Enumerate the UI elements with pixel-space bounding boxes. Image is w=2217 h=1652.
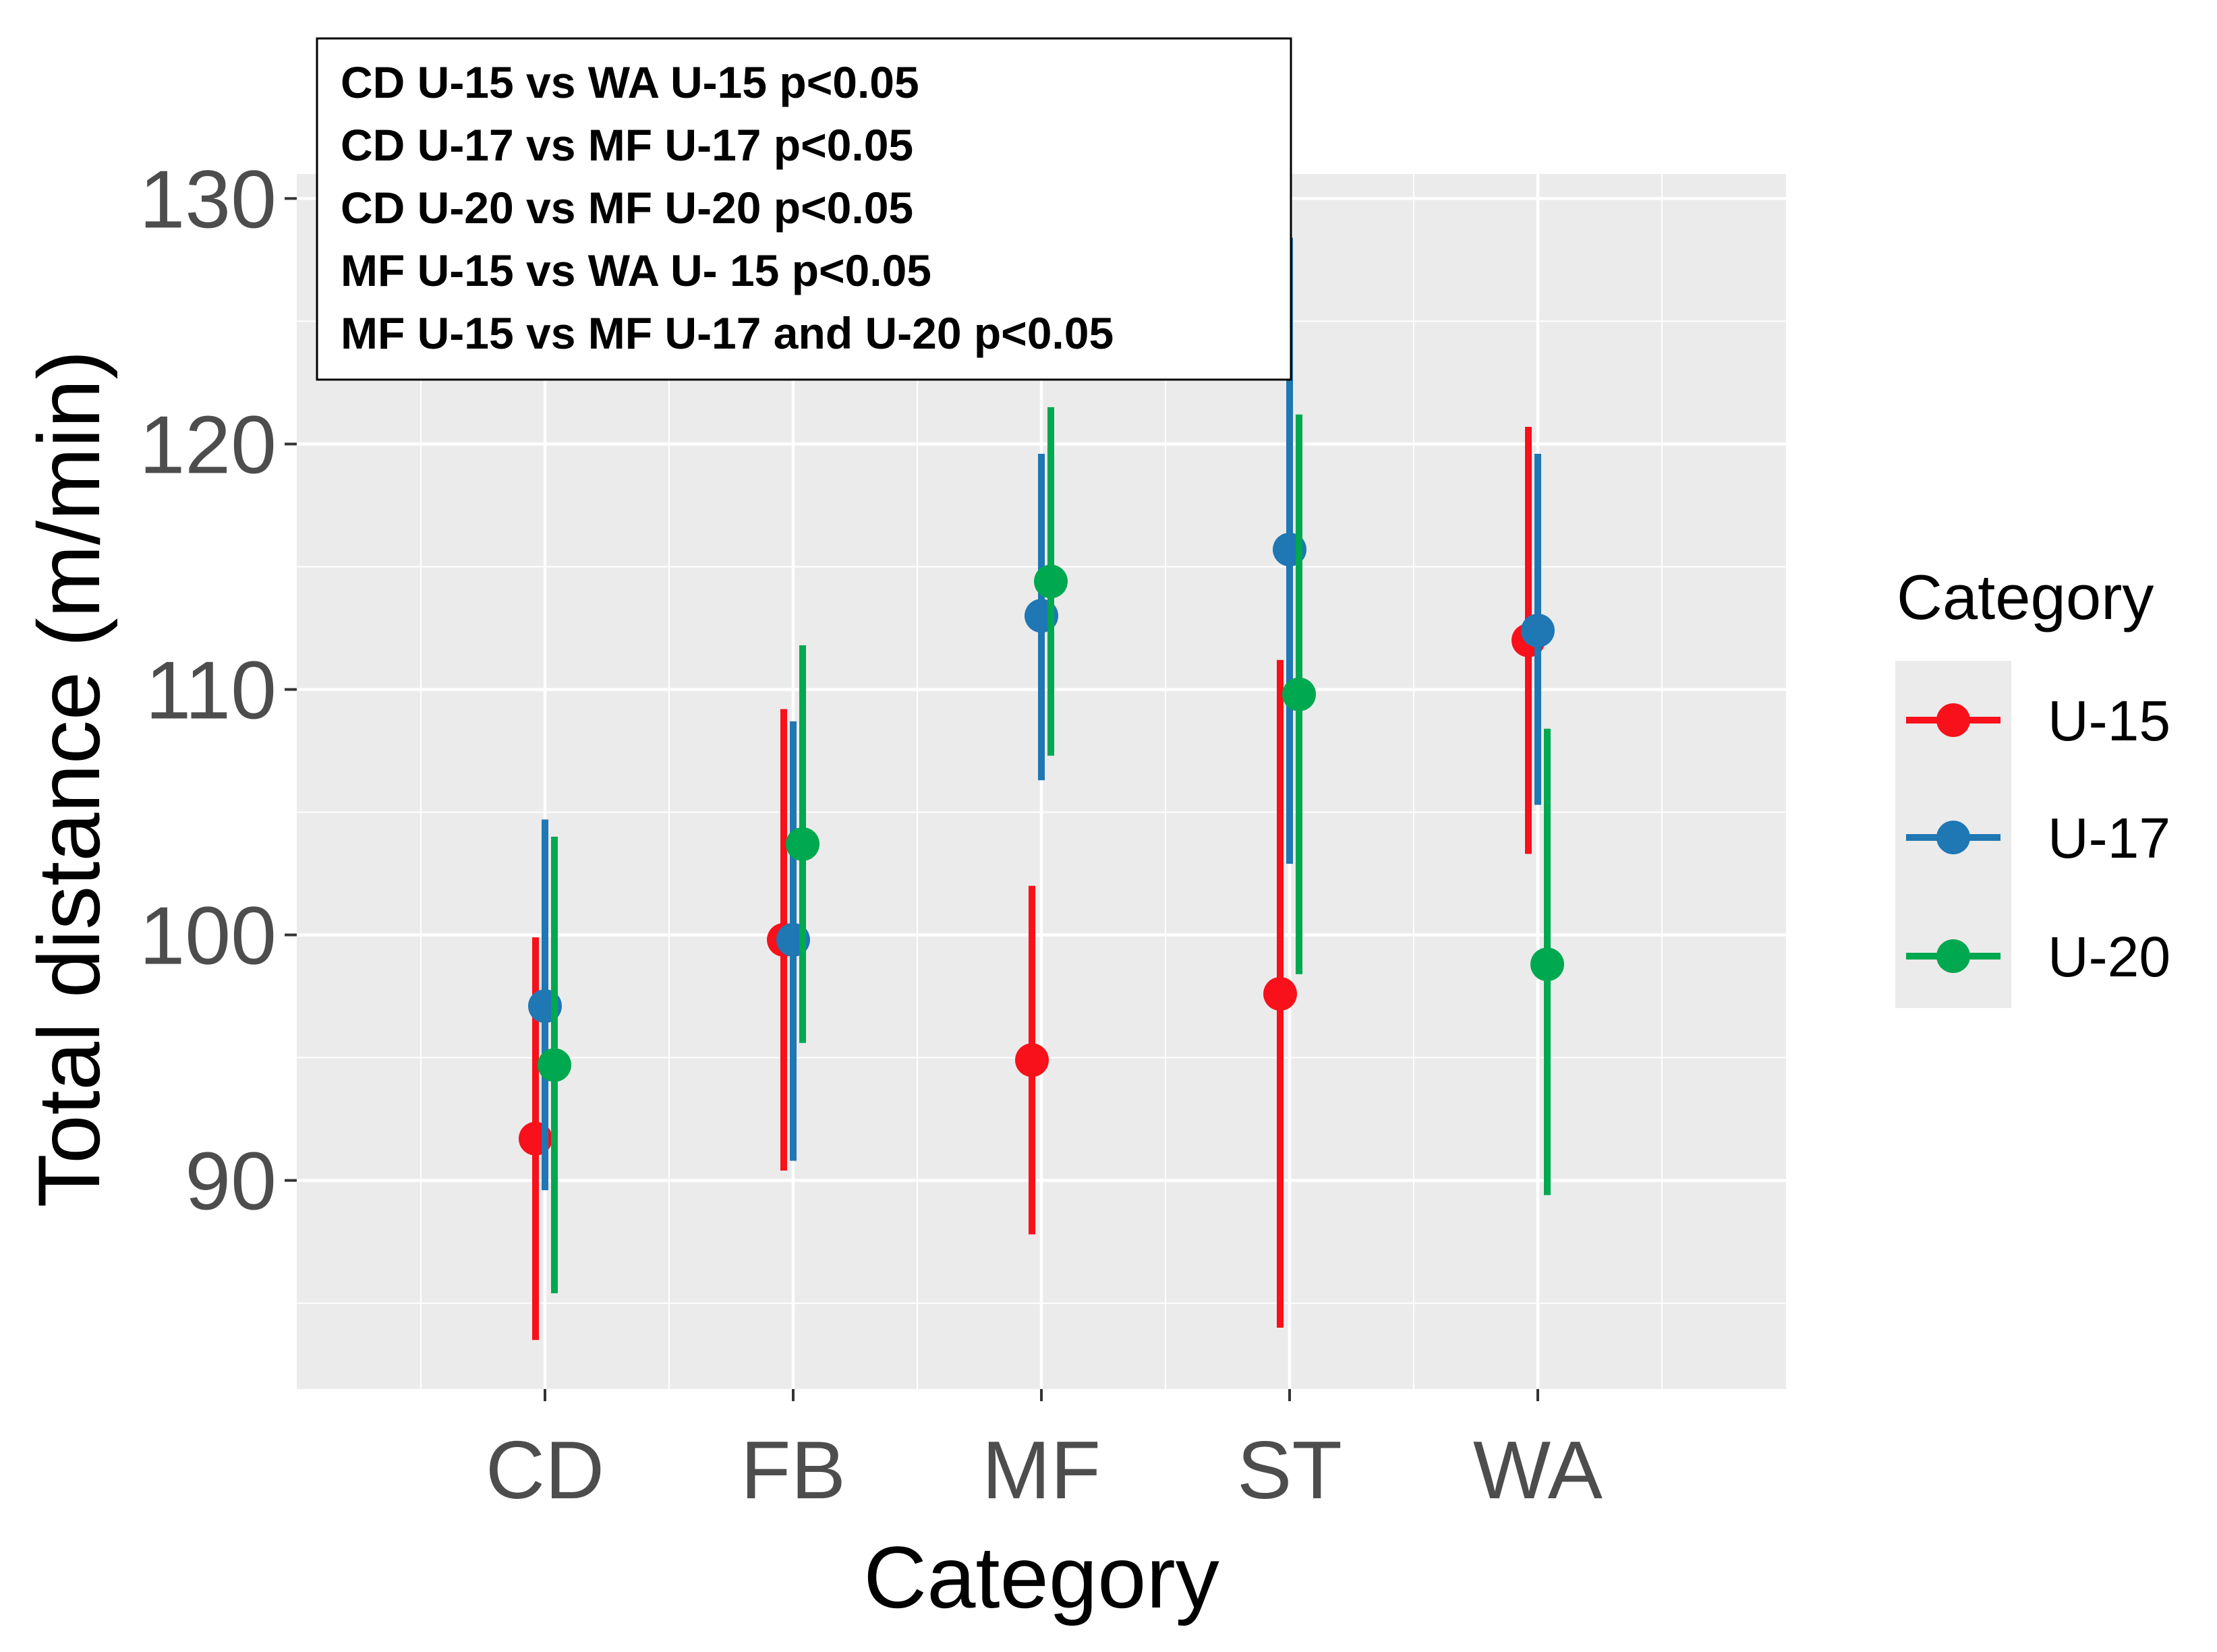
y-axis: 90 100 110 120 130: [139, 153, 297, 1227]
data-point: [538, 1048, 571, 1082]
x-tick-label: WA: [1473, 1424, 1603, 1516]
annotation-line-1: CD U-15 vs WA U-15 p<0.05: [341, 57, 919, 107]
legend-label: U-20: [2048, 925, 2170, 989]
y-axis-title: Total distance (m/min): [20, 350, 118, 1208]
legend-item-U-20: U-20: [1906, 925, 2170, 989]
legend-point: [1936, 939, 1970, 973]
annotation-line-2: CD U-17 vs MF U-17 p<0.05: [341, 120, 913, 170]
y-tick-label: 130: [139, 153, 277, 245]
data-point: [1263, 976, 1297, 1011]
data-point: [1015, 1043, 1049, 1078]
y-tick-label: 90: [185, 1135, 277, 1227]
annotation-frame: [316, 37, 1292, 381]
legend-title: Category: [1897, 562, 2154, 632]
annotation-box: CD U-15 vs WA U-15 p<0.05 CD U-17 vs MF …: [316, 37, 1292, 381]
x-tick-label: CD: [486, 1424, 604, 1516]
annotation-line-4: MF U-15 vs WA U- 15 p<0.05: [341, 245, 931, 295]
legend-point: [1936, 703, 1970, 737]
x-tick-label: ST: [1237, 1424, 1342, 1516]
annotation-line-3: CD U-20 vs MF U-20 p<0.05: [341, 183, 913, 233]
annotation-line-5: MF U-15 vs MF U-17 and U-20 p<0.05: [341, 308, 1114, 358]
x-axis-title: Category: [863, 1528, 1219, 1626]
y-tick-label: 100: [139, 890, 277, 982]
series-U-20: [538, 407, 1564, 1294]
legend-label: U-17: [2048, 806, 2170, 870]
legend-item-U-17: U-17: [1906, 806, 2170, 870]
x-tick-label: FB: [741, 1424, 846, 1516]
data-point: [1530, 947, 1564, 982]
data-point: [1521, 614, 1555, 648]
data-point: [1034, 564, 1068, 599]
data-point: [1282, 677, 1316, 711]
x-axis: CD FB MF ST WA: [486, 1389, 1603, 1516]
x-tick-label: MF: [982, 1424, 1101, 1516]
legend-item-U-15: U-15: [1906, 689, 2170, 753]
legend: Category U-15 U-17 U-20: [1895, 562, 2170, 1008]
y-tick-label: 120: [139, 399, 277, 490]
legend-label: U-15: [2048, 689, 2170, 753]
data-point: [786, 827, 819, 861]
legend-point: [1936, 821, 1970, 854]
y-tick-label: 110: [146, 644, 277, 736]
data-marks: [519, 237, 1564, 1340]
